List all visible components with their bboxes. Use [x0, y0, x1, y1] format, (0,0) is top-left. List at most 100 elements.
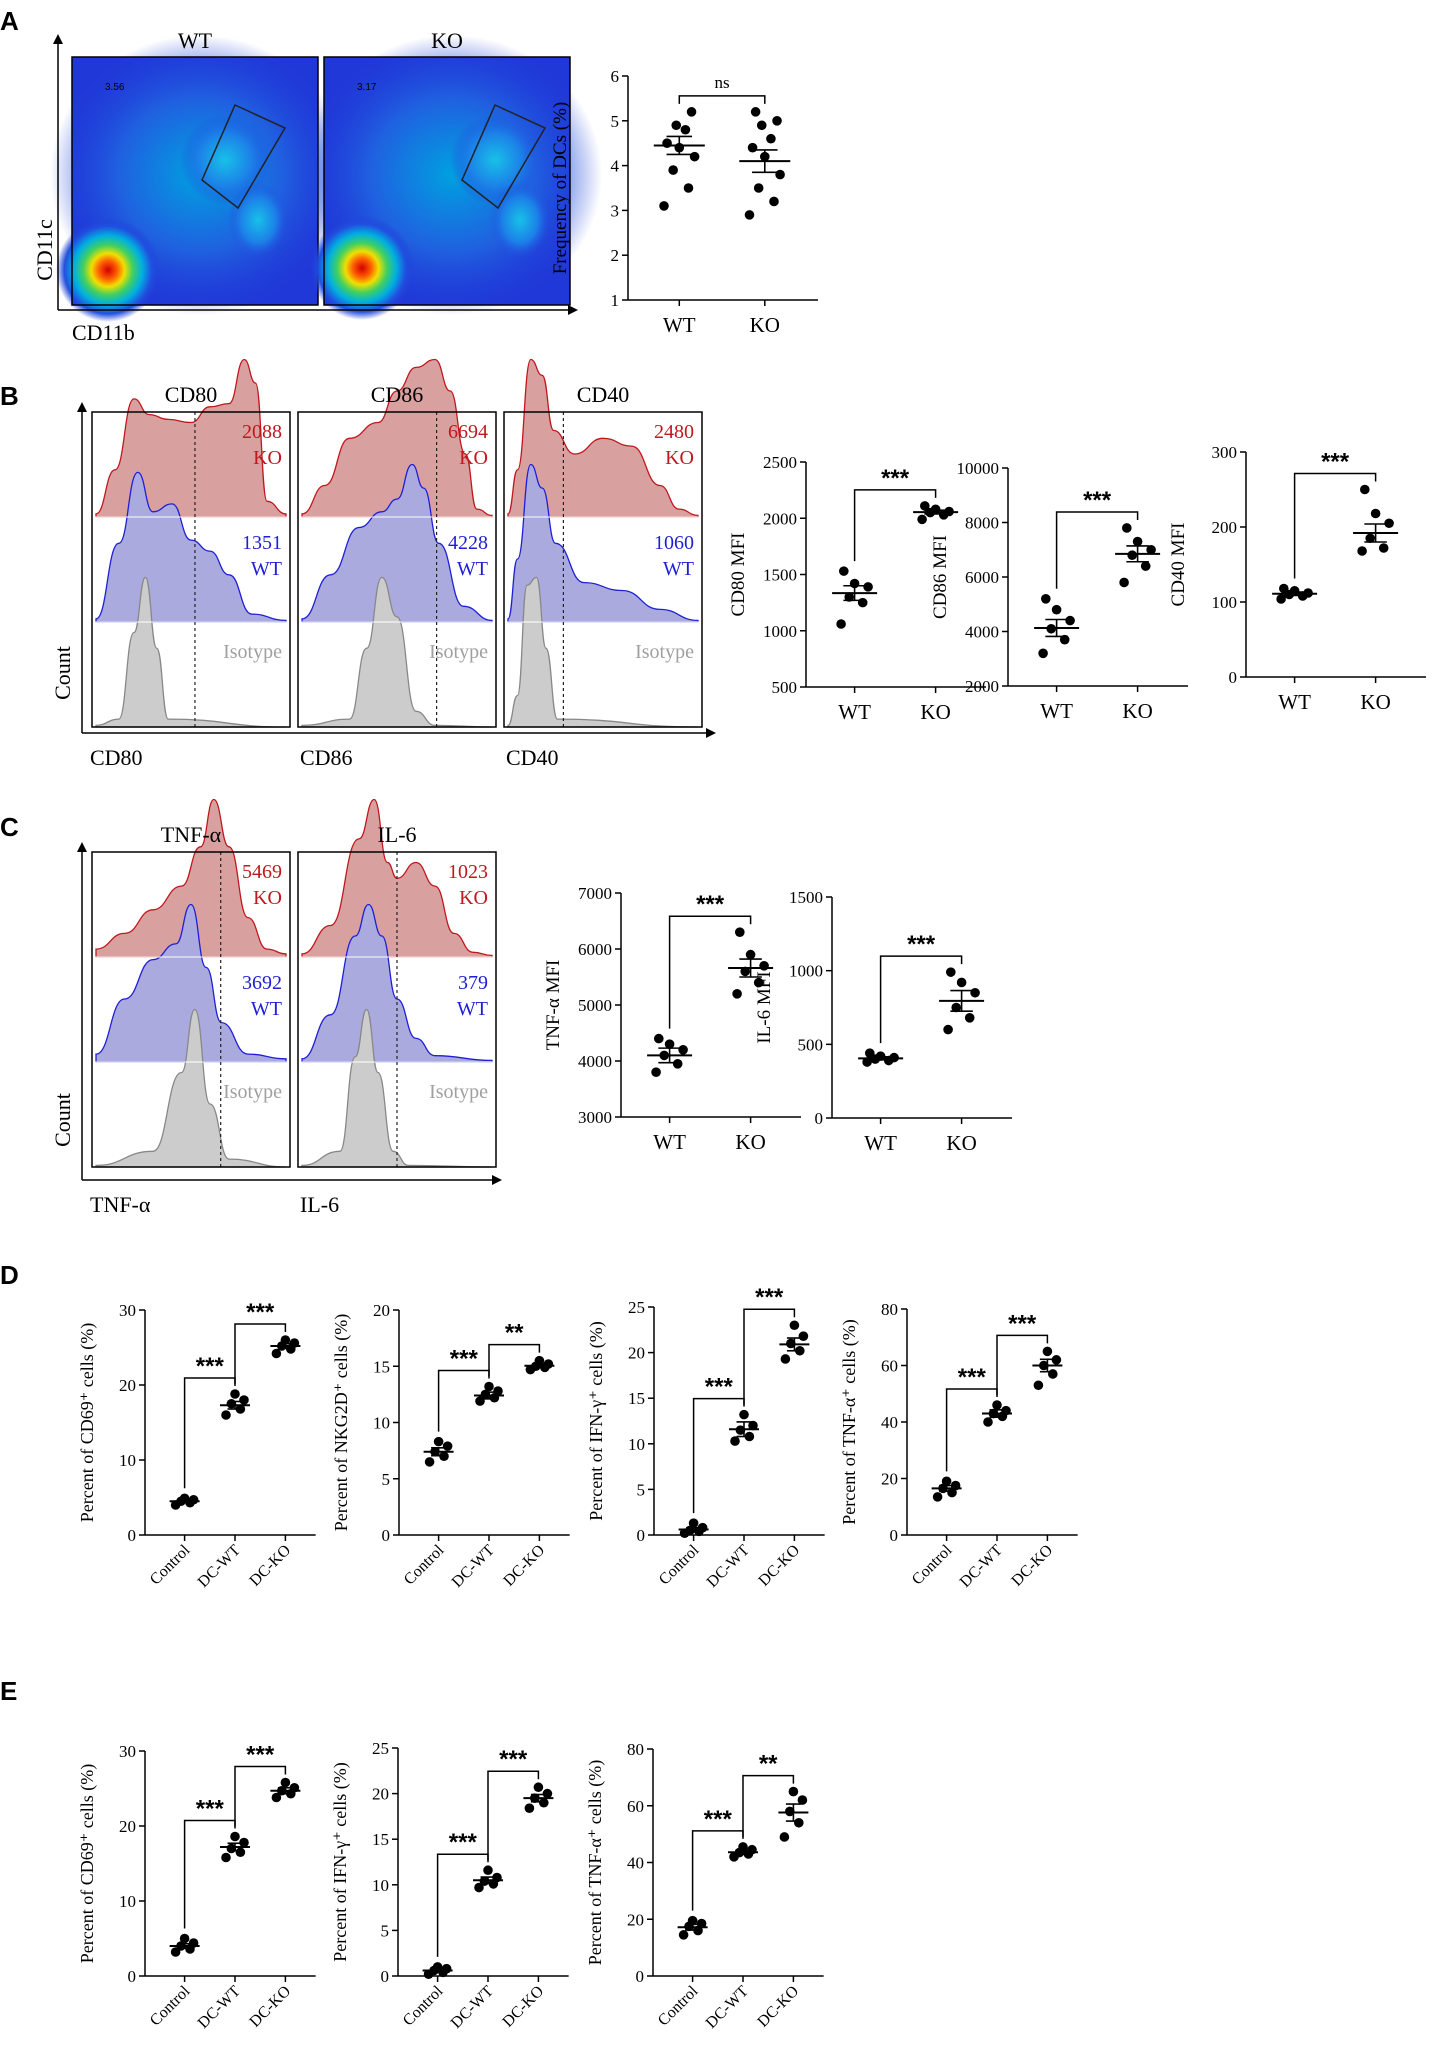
data-point [280, 1335, 291, 1345]
iso-histogram-curve [95, 1008, 287, 1168]
histogram-title: CD86 [371, 382, 424, 407]
data-point [442, 1441, 453, 1451]
significance-bracket [183, 1819, 236, 1929]
data-point [865, 1048, 875, 1058]
x-tick-label: WT [864, 1131, 897, 1155]
wt-histogram-curve [95, 903, 287, 1063]
y-tick-label: 0 [382, 1526, 391, 1545]
data-point [747, 142, 758, 153]
data-point [1146, 544, 1156, 555]
x-tick-label: Control [909, 1541, 956, 1588]
count-label: Count [50, 646, 75, 700]
data-point [1279, 583, 1289, 594]
histogram-frame [503, 411, 703, 728]
x-tick-label: DC-WT [195, 1983, 244, 2032]
flow-xlabel: CD11b [72, 320, 135, 345]
x-tick-label: DC-WT [449, 1542, 498, 1591]
x-tick-label: DC-KO [246, 1542, 294, 1590]
data-point [230, 1831, 240, 1842]
histograms-c: TNF-α 5469 KO 3692 WT Isotype TNF-α IL-6 1023 KO 3… [50, 798, 502, 1217]
data-point [756, 120, 767, 131]
data-point [983, 1417, 993, 1427]
y-tick-label: 500 [798, 1035, 824, 1054]
data-point [280, 1777, 291, 1788]
y-tick-label: 1000 [789, 962, 823, 981]
histogram-frame [297, 411, 497, 728]
ko-mfi-value: 5469 [242, 861, 282, 883]
y-tick-label: 500 [772, 678, 798, 697]
data-point [1048, 1369, 1058, 1379]
data-point [474, 1882, 484, 1893]
data-point [668, 165, 678, 175]
y-tick-label: 200 [1212, 518, 1238, 537]
y-tick-label: 5 [381, 1921, 390, 1940]
data-point [539, 1797, 549, 1808]
data-point [696, 1918, 707, 1929]
data-point [230, 1389, 240, 1399]
data-point [775, 169, 785, 180]
y-tick-label: 10 [119, 1892, 136, 1911]
histogram-xlabel: TNF-α [90, 1192, 151, 1217]
data-point [1140, 561, 1151, 571]
histogram-xlabel: IL-6 [300, 1192, 339, 1217]
data-point [785, 1806, 795, 1817]
chart-E-cd69: 0 10 20 30 Control DC-WT DC-KO Percent of CD69⁺… [77, 1742, 316, 2032]
wt-histogram-curve [301, 463, 493, 623]
data-point [542, 1788, 553, 1799]
ko-label: KO [459, 447, 488, 469]
histogram-xlabel: CD80 [90, 745, 143, 770]
y-axis-label: Frequency of DCs (%) [550, 102, 571, 275]
y-tick-label: 0 [815, 1109, 824, 1128]
y-tick-label: 10000 [957, 459, 1000, 478]
significance-bracket [678, 95, 766, 104]
histogram-title: CD80 [165, 382, 218, 407]
y-tick-label: 20 [372, 1785, 389, 1804]
y-tick-label: 0 [1229, 668, 1238, 687]
data-point [688, 1518, 699, 1528]
chart-A-freq: 1 2 3 4 5 6 WT KO Frequency of DCs (%) ns [550, 67, 818, 337]
y-tick-label: 4 [611, 157, 620, 176]
data-point [651, 1067, 661, 1077]
y-tick-label: 4000 [965, 623, 999, 642]
data-point [1051, 604, 1062, 615]
y-tick-label: 80 [627, 1740, 644, 1759]
data-point [678, 1045, 688, 1055]
wt-histogram-curve [507, 463, 699, 623]
data-point [239, 1837, 249, 1848]
x-tick-label: KO [920, 700, 950, 724]
significance-label: *** [1008, 1310, 1037, 1337]
y-tick-label: 10 [119, 1451, 136, 1470]
data-point [1132, 536, 1143, 547]
y-tick-label: 30 [119, 1301, 136, 1320]
data-point [970, 987, 980, 998]
significance-bracket [1293, 472, 1377, 579]
data-point [947, 1487, 957, 1498]
histogram-title: CD40 [577, 382, 630, 407]
data-point [769, 196, 779, 207]
y-tick-label: 10 [628, 1435, 645, 1454]
ko-histogram-curve [95, 358, 287, 518]
panel-letter-d: D [0, 1260, 19, 1290]
flow-plot-ko: 3.17 KO [302, 28, 602, 320]
isotype-label: Isotype [429, 1081, 488, 1103]
y-tick-label: 60 [881, 1357, 898, 1376]
histograms-b: CD80 2088 KO 1351 WT Isotype CD80 CD86 6694 KO 422… [50, 358, 716, 770]
y-axis-label: TNF-α MFI [543, 960, 564, 1051]
y-tick-label: 7000 [578, 884, 612, 903]
data-point [1365, 533, 1375, 544]
y-tick-label: 1000 [763, 622, 797, 641]
wt-histogram-curve [301, 903, 493, 1063]
significance-label: ** [759, 1751, 778, 1778]
ko-mfi-value: 1023 [448, 861, 488, 883]
x-tick-label: DC-WT [957, 1542, 1006, 1591]
wt-mfi-value: 1060 [654, 532, 694, 554]
flow-ylabel: CD11c [32, 219, 57, 281]
y-tick-label: 5 [611, 112, 620, 131]
iso-histogram-curve [301, 576, 493, 728]
wt-mfi-value: 379 [458, 972, 488, 994]
isotype-label: Isotype [223, 1081, 282, 1103]
y-tick-label: 2 [611, 246, 620, 265]
y-tick-label: 6000 [578, 940, 612, 959]
y-axis-label: Percent of NKG2D⁺ cells (%) [331, 1314, 352, 1531]
flow-dense-population [56, 218, 160, 322]
